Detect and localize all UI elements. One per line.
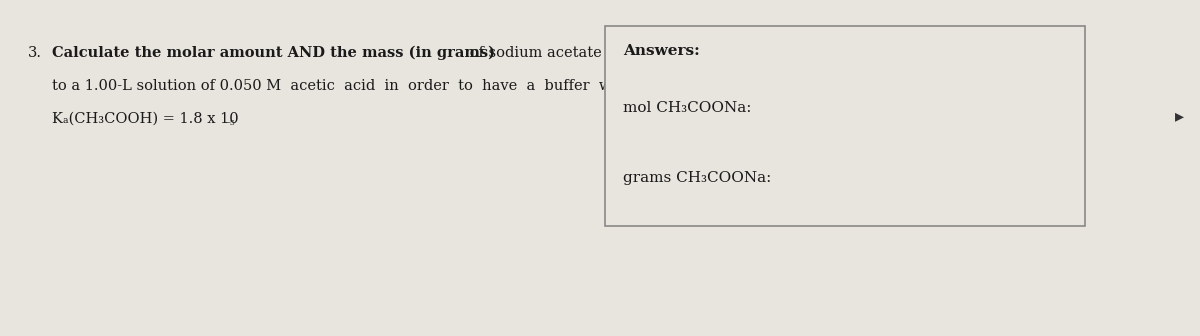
Text: Answers:: Answers: <box>623 44 700 58</box>
Text: Calculate the molar amount AND the mass (in grams): Calculate the molar amount AND the mass … <box>52 46 496 60</box>
FancyBboxPatch shape <box>605 26 1085 226</box>
Text: ▸: ▸ <box>1175 107 1184 125</box>
Text: ⁻⁵: ⁻⁵ <box>224 119 235 132</box>
Text: to a 1.00-L solution of 0.050 M  acetic  acid  in  order  to  have  a  buffer  w: to a 1.00-L solution of 0.050 M acetic a… <box>52 79 731 93</box>
Text: 3.: 3. <box>28 46 42 60</box>
Text: grams CH₃COONa:: grams CH₃COONa: <box>623 171 772 185</box>
Text: Kₐ(CH₃COOH) = 1.8 x 10: Kₐ(CH₃COOH) = 1.8 x 10 <box>52 112 239 126</box>
Text: of sodium acetate (CH₃COONa) that must be added: of sodium acetate (CH₃COONa) that must b… <box>466 46 853 60</box>
Text: mol CH₃COONa:: mol CH₃COONa: <box>623 101 751 115</box>
